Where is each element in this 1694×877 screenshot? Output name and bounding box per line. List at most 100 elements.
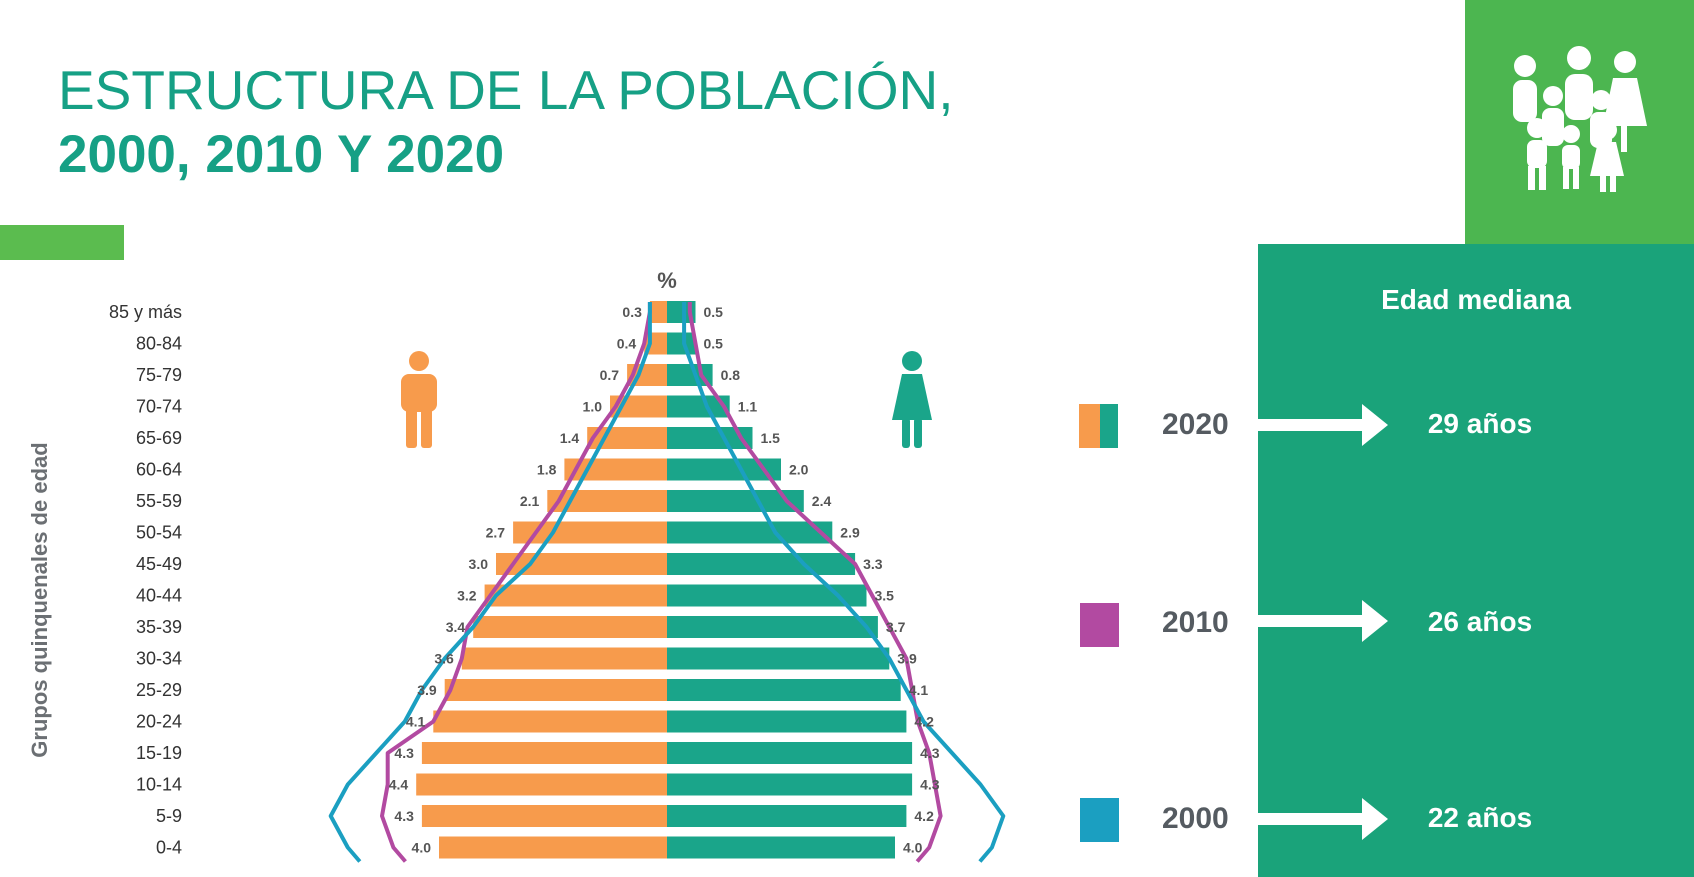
female-bar	[667, 521, 833, 544]
female-value-label: 2.9	[840, 525, 860, 541]
male-value-label: 0.4	[617, 336, 637, 352]
female-bar	[667, 836, 895, 859]
male-bar	[484, 584, 667, 607]
age-group-label: 80-84	[136, 334, 182, 354]
median-age-panel	[1258, 244, 1694, 877]
female-bar	[667, 458, 781, 481]
swatch-2010	[1080, 603, 1119, 647]
female-value-label: 3.9	[897, 651, 917, 667]
male-value-label: 2.1	[520, 493, 540, 509]
female-value-label: 4.1	[909, 682, 929, 698]
age-group-label: 60-64	[136, 460, 182, 480]
male-bar	[444, 679, 667, 701]
family-group-icon	[1513, 46, 1647, 192]
female-bar	[667, 332, 696, 355]
female-value-label: 3.7	[886, 619, 906, 635]
male-bar	[421, 742, 667, 764]
female-bar	[667, 427, 753, 449]
legend-year-2000: 2000	[1162, 802, 1229, 835]
male-bar	[421, 805, 667, 827]
female-person-icon	[892, 351, 932, 448]
age-group-label: 35-39	[136, 617, 182, 637]
outline-left-0	[380, 302, 652, 863]
legend-year-2010: 2010	[1162, 606, 1229, 639]
male-bar	[547, 490, 667, 512]
age-group-label: 75-79	[136, 365, 182, 385]
age-group-label: 5-9	[156, 806, 182, 826]
page-title-line2: 2000, 2010 Y 2020	[58, 125, 505, 184]
outline-right-2	[682, 302, 1006, 863]
female-bar	[667, 647, 890, 670]
female-value-label: 4.2	[914, 714, 934, 730]
female-value-label: 3.5	[875, 588, 895, 604]
male-bar	[496, 553, 667, 575]
male-value-label: 0.3	[622, 304, 642, 320]
age-group-label: 10-14	[136, 775, 182, 795]
male-bar	[433, 710, 667, 733]
median-2000: 22 años	[1427, 802, 1533, 833]
arrow-icon-2020	[1258, 404, 1388, 446]
age-group-label: 50-54	[136, 523, 182, 543]
page-title-line1: ESTRUCTURA DE LA POBLACIÓN,	[58, 59, 954, 121]
male-value-label: 4.4	[389, 777, 409, 793]
female-value-label: 1.5	[761, 430, 781, 446]
female-value-label: 4.3	[920, 745, 940, 761]
arrow-icon-2010	[1258, 600, 1388, 642]
median-2010: 26 años	[1427, 606, 1533, 637]
age-group-label: 25-29	[136, 680, 182, 700]
female-bar	[667, 395, 730, 418]
male-value-label: 0.7	[600, 367, 620, 383]
age-group-label: 0-4	[156, 838, 182, 858]
female-bar	[667, 490, 804, 512]
age-group-label: 20-24	[136, 712, 182, 732]
male-bar	[416, 773, 667, 796]
male-value-label: 3.4	[446, 619, 466, 635]
female-value-label: 1.1	[738, 399, 758, 415]
male-value-label: 3.6	[434, 651, 454, 667]
male-value-label: 1.0	[583, 399, 603, 415]
male-value-label: 2.7	[486, 525, 506, 541]
male-bar	[513, 521, 667, 544]
male-value-label: 4.3	[394, 808, 414, 824]
median-2020: 29 años	[1427, 408, 1533, 439]
swatch-2020	[1079, 404, 1118, 448]
male-value-label: 4.3	[394, 745, 414, 761]
male-value-label: 3.0	[469, 556, 489, 572]
male-value-label: 1.4	[560, 430, 580, 446]
age-group-label: 15-19	[136, 743, 182, 763]
female-value-label: 4.0	[903, 840, 923, 856]
arrow-icon-2000	[1258, 798, 1388, 840]
male-bar	[439, 836, 667, 859]
female-value-label: 0.5	[704, 336, 724, 352]
icon-box	[1465, 0, 1694, 244]
outline-left-1	[328, 302, 652, 863]
female-value-label: 2.4	[812, 493, 832, 509]
percent-unit-label: %	[657, 268, 677, 293]
age-group-label: 65-69	[136, 428, 182, 448]
female-bar	[667, 679, 901, 701]
female-bar	[667, 616, 878, 638]
female-bar	[667, 742, 913, 764]
age-group-label: 30-34	[136, 649, 182, 669]
female-value-label: 2.0	[789, 462, 809, 478]
male-value-label: 4.0	[412, 840, 432, 856]
female-bar	[667, 553, 856, 575]
female-value-label: 4.2	[914, 808, 934, 824]
male-value-label: 4.1	[406, 714, 426, 730]
male-bar	[473, 616, 667, 638]
age-group-label: 45-49	[136, 554, 182, 574]
median-age-title: Edad mediana	[1381, 284, 1571, 315]
female-value-label: 3.3	[863, 556, 883, 572]
male-person-icon	[401, 351, 437, 448]
female-bar	[667, 805, 907, 827]
female-value-label: 0.5	[704, 304, 724, 320]
outline-right-0	[687, 302, 943, 863]
age-group-label: 70-74	[136, 397, 182, 417]
female-value-label: 0.8	[721, 367, 741, 383]
male-value-label: 3.2	[457, 588, 477, 604]
male-bar	[649, 301, 667, 323]
swatch-2000	[1080, 798, 1119, 842]
female-value-label: 4.3	[920, 777, 940, 793]
legend-year-2020: 2020	[1162, 408, 1229, 441]
male-value-label: 3.9	[417, 682, 437, 698]
